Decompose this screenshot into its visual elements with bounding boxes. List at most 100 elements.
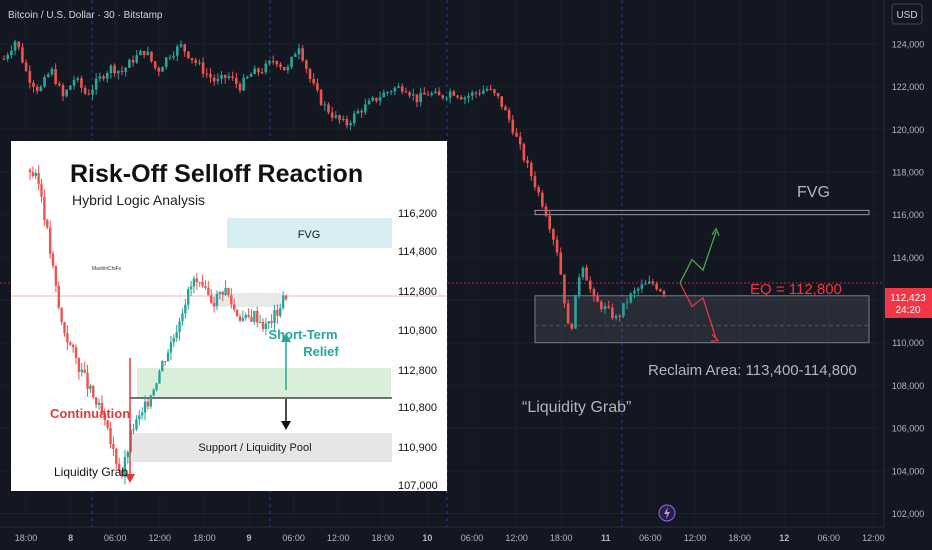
candle-body	[426, 94, 430, 96]
inset-candles	[28, 165, 288, 485]
candle-body	[555, 239, 559, 253]
candle-body	[117, 70, 120, 74]
candle-body	[308, 68, 312, 80]
candle-body	[470, 92, 474, 96]
candle-body	[316, 83, 319, 91]
green-projection-arrowhead	[711, 227, 720, 236]
candle-body	[194, 60, 198, 63]
candle-body	[441, 95, 445, 99]
candle-body	[319, 90, 323, 106]
candle-body	[522, 144, 526, 161]
candle-body	[419, 92, 422, 103]
inset-candle-body	[198, 282, 201, 284]
candle-body	[496, 93, 500, 97]
currency-button[interactable]: USD	[891, 3, 923, 25]
candle-body	[150, 51, 153, 62]
time-tick: 12:00	[505, 533, 528, 543]
price-tick: 122,000	[892, 82, 925, 92]
candle-body	[430, 93, 434, 95]
candle-body	[153, 61, 157, 69]
candle-body	[83, 87, 87, 94]
inset-candle-body	[276, 310, 279, 316]
candle-body	[146, 51, 150, 55]
inset-candle-body	[126, 452, 129, 458]
candle-body	[404, 91, 408, 93]
candle-body	[463, 97, 467, 100]
inset-relief-zone	[137, 368, 391, 398]
inset-candle-body	[192, 278, 196, 287]
event-marker[interactable]	[658, 504, 676, 522]
candle-body	[640, 284, 644, 289]
inset-candle-body	[123, 457, 127, 477]
candle-body	[80, 78, 83, 88]
candle-body	[592, 289, 596, 297]
candle-body	[175, 46, 179, 56]
candle-body	[50, 68, 54, 75]
symbol-title[interactable]: Bitcoin / U.S. Dollar · 30 · Bitstamp	[8, 10, 163, 21]
inset-candle-body	[210, 295, 213, 304]
candle-body	[334, 115, 338, 118]
candle-body	[164, 57, 168, 68]
inset-candle-body	[212, 303, 216, 307]
candle-body	[544, 206, 548, 216]
candle-body	[17, 41, 21, 48]
candle-body	[142, 50, 146, 55]
inset-candle-body	[143, 401, 147, 413]
candle-body	[596, 296, 599, 302]
candle-body	[13, 41, 17, 51]
candle-body	[161, 67, 164, 72]
candle-body	[662, 291, 666, 295]
inset-candle-body	[172, 337, 176, 343]
inset-candle-body	[89, 385, 92, 389]
time-tick: 06:00	[282, 533, 305, 543]
candle-body	[411, 94, 415, 96]
candle-body	[548, 215, 551, 230]
candle-body	[253, 68, 257, 75]
candle-body	[183, 44, 186, 52]
inset-candle-body	[34, 172, 37, 177]
inset-price-label: 110,800	[398, 325, 437, 337]
candle-body	[87, 93, 91, 95]
inset-price-labels: 116,200 114,800 112,800 110,800 112,800 110,8…	[398, 208, 438, 492]
inset-candle-body	[241, 318, 245, 321]
candle-body	[500, 96, 504, 107]
candle-body	[448, 91, 452, 98]
inset-candle-body	[46, 220, 49, 228]
inset-candle-body	[207, 288, 210, 296]
time-tick: 06:00	[104, 533, 127, 543]
inset-candle-body	[261, 321, 265, 329]
inset-candle-body	[273, 310, 276, 324]
candle-body	[198, 62, 201, 64]
candle-body	[271, 60, 275, 62]
inset-candle-body	[284, 295, 288, 300]
candle-body	[190, 57, 194, 61]
candle-body	[552, 229, 555, 240]
inset-candle-body	[103, 413, 106, 421]
candle-body	[212, 77, 216, 82]
candle-body	[338, 115, 341, 120]
inset-fvg-zone	[227, 218, 392, 248]
inset-candle-body	[115, 448, 118, 464]
candle-body	[76, 78, 80, 80]
inset-candle-body	[244, 314, 247, 319]
inset-candle-body	[181, 313, 184, 322]
inset-price-label: 114,800	[398, 246, 437, 258]
candle-body	[220, 74, 223, 79]
inset-candle-body	[48, 227, 52, 254]
inset-continuation: Continuation	[50, 406, 130, 421]
candle-body	[644, 283, 647, 285]
inset-price-label: 110,900	[398, 442, 437, 454]
candle-body	[625, 302, 629, 304]
time-axis[interactable]: 18:00 8 06:00 12:00 18:00 9 06:00 12:00 18:00 10 0…	[15, 533, 885, 543]
candle-body	[408, 92, 411, 96]
candle-body	[515, 132, 518, 137]
time-tick: 18:00	[550, 533, 573, 543]
candle-body	[445, 97, 448, 99]
candle-body	[393, 87, 397, 92]
candle-body	[647, 281, 651, 284]
inset-candle-body	[86, 372, 89, 389]
candle-body	[234, 77, 238, 84]
inset-candle-body	[77, 357, 81, 372]
inset-price-label: 107,000	[398, 480, 438, 492]
